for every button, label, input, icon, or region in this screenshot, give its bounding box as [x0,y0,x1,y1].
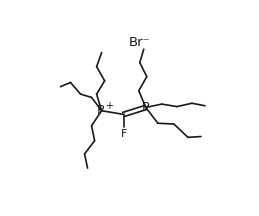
Text: Br⁻: Br⁻ [129,36,150,49]
Text: P: P [142,101,149,114]
Text: P: P [97,104,104,117]
Text: +: + [105,101,113,111]
Text: F: F [120,129,127,139]
